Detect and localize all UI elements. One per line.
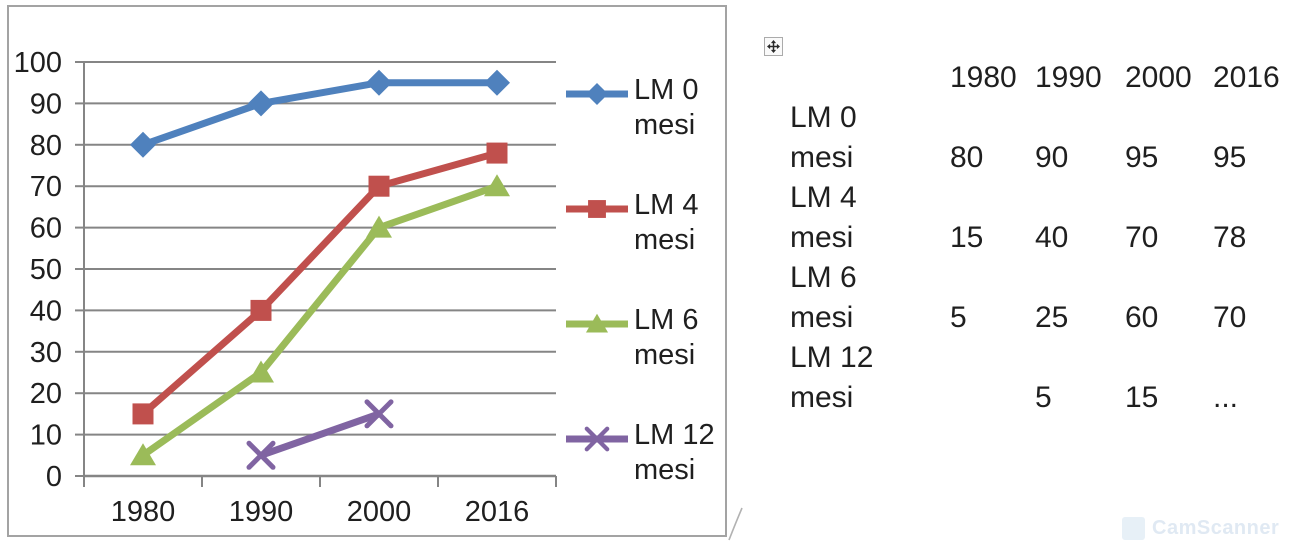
line-chart-canvas: 0 10 20 30 40 50 60 70 80 90 100 1980 1990 2000 2016	[14, 47, 557, 528]
y-axis-tick-label: 20	[30, 378, 62, 410]
table-cell[interactable]: 95	[1213, 141, 1247, 174]
y-axis-tick-label: 60	[30, 213, 62, 245]
table-row-label[interactable]: LM 12 mesi	[790, 341, 874, 414]
y-axis-tick-label: 30	[30, 337, 62, 369]
series-line	[140, 182, 499, 459]
table-row-label[interactable]: LM 4 mesi	[790, 181, 857, 254]
data-table: 1980 1990 2000 2016 LM 0 mesi 80 90 95 95 LM 4 mesi…	[790, 54, 1298, 418]
table-cell[interactable]	[950, 338, 1035, 418]
table-cell[interactable]: 40	[1035, 221, 1069, 254]
table-row: LM 12 mesi 5 15...	[790, 338, 1298, 418]
table-row: LM 6 mesi 5 25 60 70	[790, 258, 1298, 338]
move-arrows-icon	[767, 40, 780, 53]
watermark-text: CamScanner	[1152, 517, 1280, 539]
table-header-cell[interactable]: 1980	[950, 61, 1017, 94]
watermark: CamScanner	[1122, 517, 1279, 540]
series-marker	[484, 174, 510, 197]
table-header-row: 1980 1990 2000 2016	[790, 54, 1298, 98]
y-axis-tick-label: 100	[14, 47, 62, 79]
page-curl-line	[728, 507, 743, 541]
y-axis-tick-label: 70	[30, 171, 62, 203]
table-header-cell[interactable]	[790, 54, 950, 98]
table-cell[interactable]: 5	[1035, 381, 1052, 414]
table-row-label[interactable]: LM 0 mesi	[790, 101, 857, 174]
table-move-handle[interactable]	[764, 37, 783, 56]
series-line	[259, 410, 381, 459]
series-marker	[486, 142, 508, 164]
chart-panel[interactable]: 0 10 20 30 40 50 60 70 80 90 100 1980 1990 2000 2016 L…	[7, 5, 727, 537]
table-header-cell[interactable]: 1990	[1035, 61, 1102, 94]
series-marker	[248, 360, 274, 383]
y-axis-tick-label: 80	[30, 130, 62, 162]
table-cell[interactable]: 90	[1035, 141, 1069, 174]
x-axis-tick-label: 2016	[465, 496, 530, 528]
x-axis-tick-label: 2000	[347, 496, 412, 528]
table-header-cell[interactable]: 2000	[1125, 61, 1192, 94]
x-axis-tick-label: 1980	[111, 496, 176, 528]
y-axis-tick-label: 0	[46, 461, 62, 493]
series-marker	[246, 440, 276, 470]
series-marker	[248, 90, 274, 117]
table-cell[interactable]: 70	[1125, 221, 1159, 254]
table-cell[interactable]: 70	[1213, 301, 1247, 334]
table-header-cell[interactable]: 2016	[1213, 61, 1280, 94]
series-marker	[366, 215, 392, 238]
series-line	[141, 79, 497, 149]
table-cell[interactable]: 80	[950, 141, 984, 174]
camscanner-logo-icon	[1122, 517, 1145, 540]
table-cell[interactable]: 60	[1125, 301, 1159, 334]
series-marker	[132, 403, 154, 425]
series-marker	[250, 299, 272, 321]
series-marker	[130, 443, 156, 466]
table-cell[interactable]: 25	[1035, 301, 1069, 334]
table-row: LM 4 mesi 15 40 70 78	[790, 178, 1298, 258]
y-axis-tick-label: 10	[30, 420, 62, 452]
table-cell[interactable]: 95	[1125, 141, 1159, 174]
series-marker	[484, 69, 510, 96]
table-cell[interactable]: 5	[950, 301, 967, 334]
y-axis-tick-label: 90	[30, 88, 62, 120]
x-axis-tick-label: 1990	[229, 496, 294, 528]
table-cell[interactable]: 15	[950, 221, 984, 254]
y-axis-tick-label: 50	[30, 254, 62, 286]
table-row-label[interactable]: LM 6 mesi	[790, 261, 857, 334]
series-marker	[130, 131, 156, 158]
table-row: LM 0 mesi 80 90 95 95	[790, 98, 1298, 178]
table-cell[interactable]: 78	[1213, 221, 1247, 254]
series-marker	[366, 69, 392, 96]
y-axis-tick-label: 40	[30, 295, 62, 327]
series-line	[140, 149, 498, 417]
series-marker	[368, 175, 390, 197]
table-cell[interactable]: ...	[1213, 381, 1239, 414]
series-marker	[364, 399, 394, 429]
table-cell[interactable]: 15	[1125, 381, 1159, 414]
